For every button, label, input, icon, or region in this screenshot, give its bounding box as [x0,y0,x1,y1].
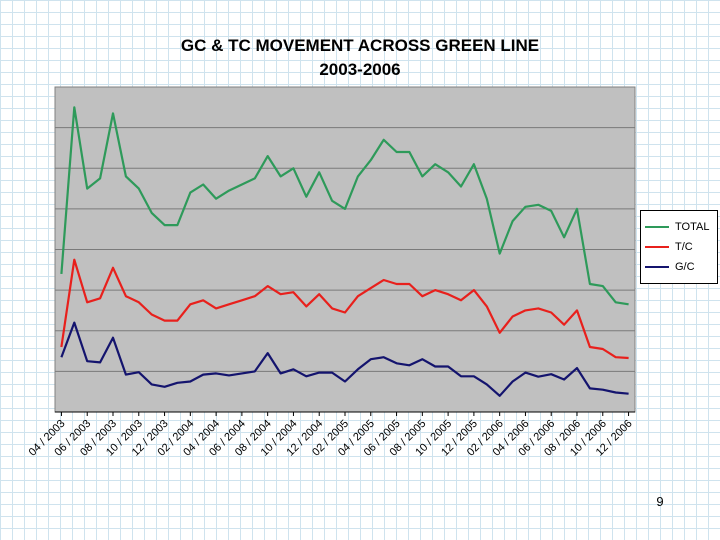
chart-title-line2: 2003-2006 [319,60,401,79]
chart-title-line1: GC & TC MOVEMENT ACROSS GREEN LINE [180,36,540,55]
legend-label-gc: G/C [675,261,695,273]
legend-swatch-gc [645,266,669,269]
series-line-tc [60,258,629,360]
legend-swatch-tc [645,246,669,249]
legend-item-total: TOTAL [645,219,709,235]
series-line-gc [60,321,629,397]
legend-label-tc: T/C [675,241,693,253]
chart-legend: TOTAL T/C G/C [640,210,718,284]
legend-label-total: TOTAL [675,221,710,233]
legend-item-gc: G/C [645,259,695,275]
page-number: 9 [656,494,664,509]
series-line-total [60,106,629,306]
legend-swatch-total [645,226,669,229]
legend-item-tc: T/C [645,239,693,255]
